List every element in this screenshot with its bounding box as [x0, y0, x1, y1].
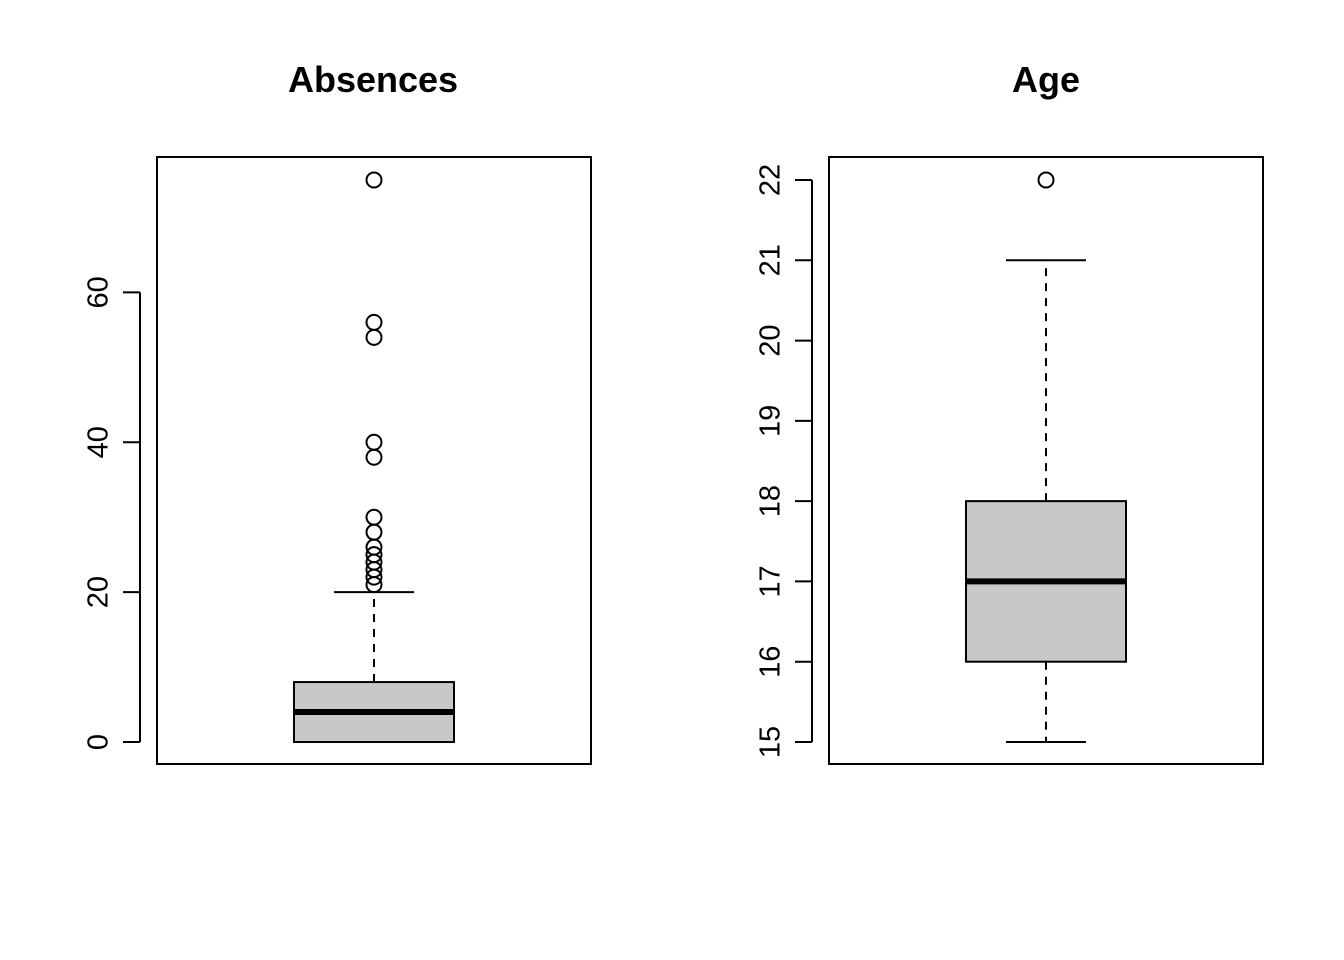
y-tick-label: 18 [755, 485, 787, 517]
y-axis-absences: 0 20 40 60 [83, 276, 141, 750]
plot-area-age [965, 171, 1127, 743]
outlier-point [365, 523, 383, 541]
y-axis-age: 15 16 17 18 19 20 21 22 [755, 164, 813, 758]
y-tick-label: 17 [755, 565, 787, 597]
plot-frame-absences [156, 156, 592, 765]
y-tick-label: 40 [83, 426, 115, 458]
outlier-point [1037, 171, 1055, 189]
y-tick-label: 60 [83, 276, 115, 308]
panel-absences: Absences 0 20 40 60 [83, 59, 592, 765]
y-tick-label: 15 [755, 726, 787, 758]
y-tick-label: 20 [755, 324, 787, 356]
outlier-point [365, 171, 383, 189]
y-tick-label: 16 [755, 646, 787, 678]
y-tick-label: 21 [755, 244, 787, 276]
y-tick-label: 0 [83, 734, 115, 750]
plot-frame-age [828, 156, 1264, 765]
y-tick-label: 19 [755, 405, 787, 437]
outlier-point [365, 328, 383, 346]
chart-title-age: Age [1012, 59, 1080, 100]
panel-age: Age 15 16 17 18 19 20 21 22 [755, 59, 1264, 765]
outlier-point [365, 313, 383, 331]
y-tick-label: 22 [755, 164, 787, 196]
chart-title-absences: Absences [288, 59, 458, 100]
outlier-point [365, 546, 383, 564]
y-tick-label: 20 [83, 576, 115, 608]
outlier-point [365, 448, 383, 466]
outlier-point [365, 508, 383, 526]
outlier-point [365, 433, 383, 451]
plot-area-absences [293, 171, 455, 744]
